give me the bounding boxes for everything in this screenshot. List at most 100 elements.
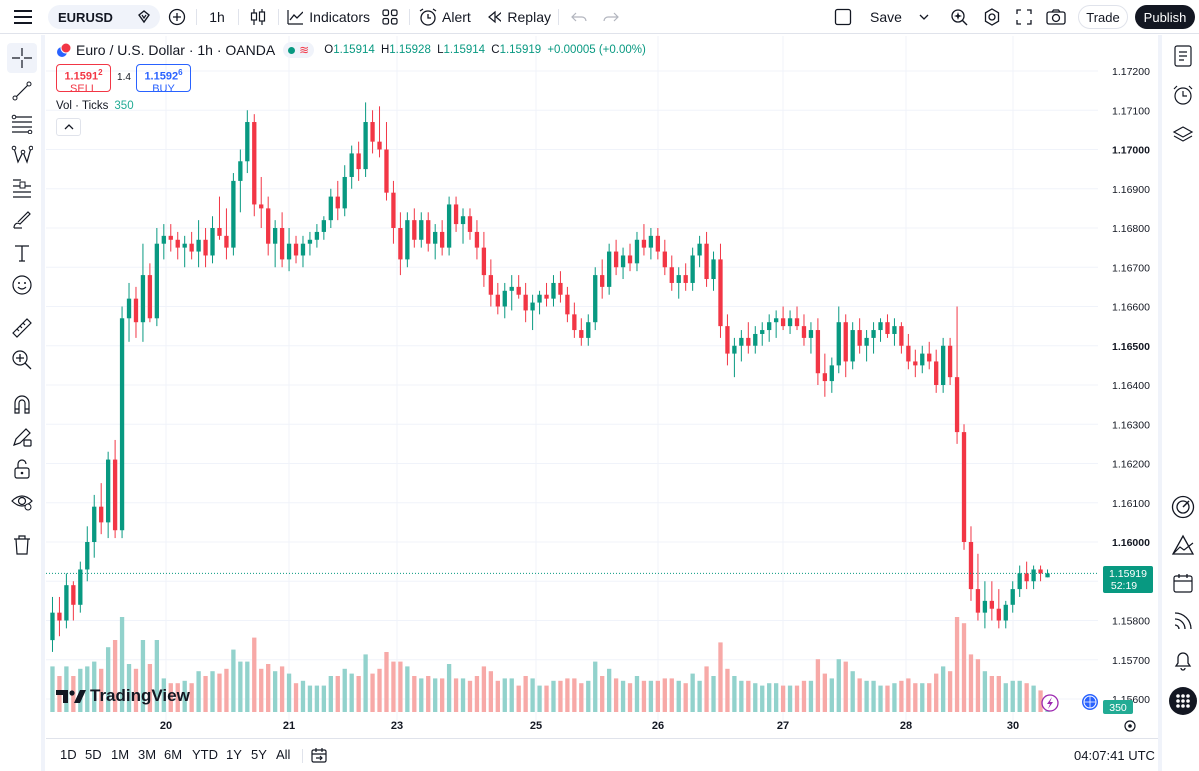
text-icon[interactable] [7, 238, 37, 268]
price-axis[interactable]: 1.17200 1.17100 1.17000 1.16900 1.16800 1.167… [1098, 36, 1154, 726]
publish-button[interactable]: Publish [1135, 5, 1195, 29]
notifications-bell-icon[interactable] [1168, 645, 1198, 675]
volume-bar [829, 678, 834, 712]
time-axis[interactable]: 20 21 23 25 26 27 28 30 [160, 720, 1019, 732]
diamond-icon[interactable] [136, 9, 152, 28]
menu-icon[interactable] [8, 0, 38, 34]
candle-body [412, 220, 417, 240]
price-tick-label: 1.17200 [1112, 66, 1150, 78]
volume-bar [648, 680, 654, 712]
volume-bar [697, 680, 702, 712]
volume-bar [168, 683, 173, 712]
settings-gear-icon[interactable] [979, 0, 1005, 34]
volume-bar [203, 676, 208, 712]
layers-icon[interactable] [1168, 120, 1198, 150]
brush-icon[interactable] [7, 205, 37, 235]
candle-body [245, 122, 250, 162]
ruler-icon[interactable] [7, 313, 37, 343]
trade-button[interactable]: Trade [1078, 5, 1128, 29]
news-feed-icon[interactable] [1168, 606, 1198, 636]
alarm-icon[interactable] [1168, 80, 1198, 110]
range-1m[interactable]: 1M [111, 747, 130, 762]
market-status[interactable]: ≋ [283, 42, 315, 58]
camera-icon[interactable] [1043, 0, 1069, 34]
pattern-icon[interactable] [7, 140, 37, 170]
sell-button[interactable]: 1.15912 SELL [56, 64, 111, 95]
replay-button[interactable]: Replay [487, 0, 551, 34]
calendar-icon[interactable] [1168, 568, 1198, 598]
divider [238, 9, 239, 25]
volume-bar [718, 642, 723, 712]
axis-settings-icon[interactable] [1124, 720, 1136, 732]
range-5d[interactable]: 5D [85, 747, 102, 762]
fullscreen-icon[interactable] [1011, 0, 1037, 34]
candle-body [439, 231, 445, 248]
quick-search-icon[interactable] [946, 0, 972, 34]
tradingview-logo[interactable]: TradingView [56, 686, 190, 706]
range-1y[interactable]: 1Y [226, 747, 242, 762]
candle-body [850, 330, 855, 362]
volume-bar [920, 683, 925, 712]
add-symbol-icon[interactable] [164, 0, 190, 34]
fib-retracement-icon[interactable] [7, 108, 37, 138]
ideas-icon[interactable] [1168, 530, 1198, 560]
alert-button[interactable]: Alert [418, 0, 474, 34]
volume-bar [342, 668, 347, 712]
buy-button[interactable]: 1.15926 BUY [136, 64, 191, 95]
undo-icon[interactable] [568, 0, 590, 34]
candle-body [266, 208, 271, 244]
save-button[interactable]: Save [870, 9, 902, 25]
crosshair-icon[interactable] [7, 43, 37, 73]
candle-body [857, 330, 862, 346]
zoom-in-icon[interactable] [7, 345, 37, 375]
candle-body [544, 294, 549, 299]
buy-label: BUY [152, 82, 175, 95]
range-all[interactable]: All [276, 747, 291, 762]
volume-bar [356, 676, 361, 712]
date-range-icon[interactable] [310, 746, 328, 767]
eye-icon[interactable] [7, 486, 37, 516]
interval-button[interactable]: 1h [209, 9, 225, 25]
range-6m[interactable]: 6M [164, 747, 183, 762]
forecast-icon[interactable] [7, 172, 37, 202]
volume-bar [495, 680, 500, 712]
collapse-legend-button[interactable] [56, 118, 81, 136]
stay-in-drawing-icon[interactable] [7, 422, 37, 452]
range-ytd[interactable]: YTD [192, 747, 218, 762]
lock-icon[interactable] [7, 454, 37, 484]
range-3m[interactable]: 3M [138, 747, 157, 762]
trend-line-icon[interactable] [7, 76, 37, 106]
volume-bar [801, 680, 807, 712]
chart-pane[interactable]: 1.17200 1.17100 1.17000 1.16900 1.16800 1.167… [46, 36, 1154, 738]
redo-icon[interactable] [600, 0, 622, 34]
target-icon[interactable] [1168, 492, 1198, 522]
layout-grid-icon[interactable] [377, 0, 403, 34]
candle-body [558, 282, 563, 295]
range-1d[interactable]: 1D [60, 747, 77, 762]
candle-body [746, 337, 751, 346]
volume-legend[interactable]: Vol · Ticks 350 [56, 100, 134, 112]
sell-label: SELL [70, 82, 97, 95]
candles-icon[interactable] [245, 0, 271, 34]
range-5y[interactable]: 5Y [251, 747, 267, 762]
indicators-button[interactable]: Indicators [286, 0, 370, 34]
candle-body [474, 231, 480, 248]
volume-bar [732, 676, 737, 712]
trash-icon[interactable] [7, 530, 37, 560]
lightning-icon[interactable] [1041, 694, 1059, 712]
volume-bar [739, 680, 744, 712]
globe-icon[interactable] [1082, 694, 1098, 710]
alarm-clock-icon [419, 8, 437, 26]
fullscreen-square-icon[interactable] [830, 0, 856, 34]
utc-clock[interactable]: 04:07:41 UTC [1074, 748, 1155, 763]
watchlist-icon[interactable] [1168, 41, 1198, 71]
magnet-icon[interactable] [7, 389, 37, 419]
apps-grid-icon[interactable] [1168, 686, 1198, 716]
symbol-title[interactable]: Euro / U.S. Dollar · 1h · OANDA [76, 42, 276, 58]
emoji-icon[interactable] [7, 270, 37, 300]
volume-bar [126, 664, 132, 712]
chevron-down-icon[interactable] [914, 0, 934, 34]
volume-bar [1010, 680, 1015, 712]
candle-body [78, 569, 83, 605]
symbol-search-button[interactable]: EURUSD [48, 5, 160, 29]
